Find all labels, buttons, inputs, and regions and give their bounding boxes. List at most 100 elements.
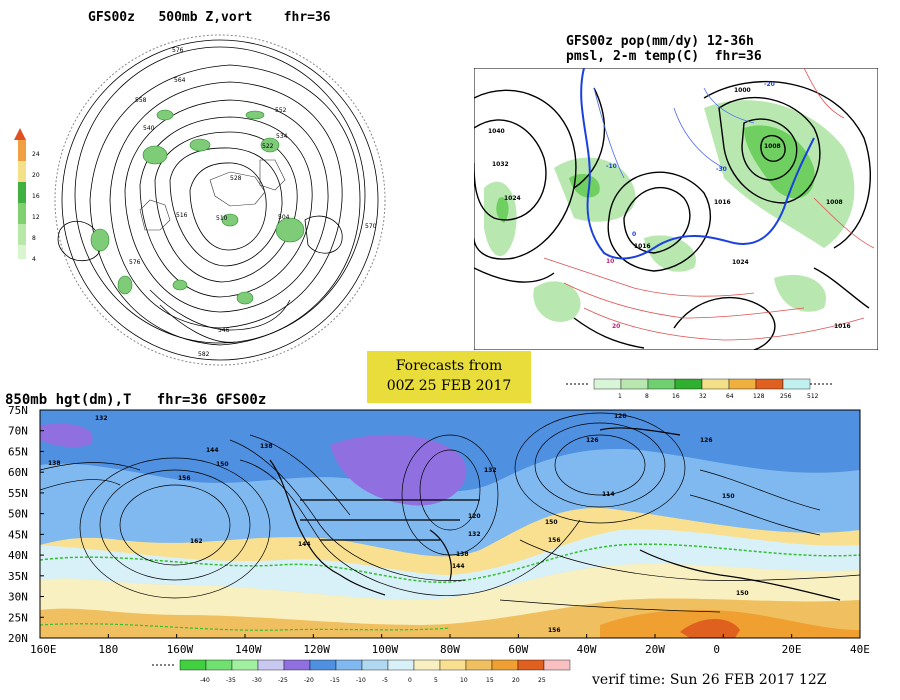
- hgt-scale-tick: -35: [226, 677, 236, 684]
- vort-contour-label: 582: [198, 351, 210, 358]
- hgt-contour-label: 126: [586, 437, 599, 444]
- pop-panel-title-line2: pmsl, 2-m temp(C) fhr=36: [566, 49, 762, 64]
- pop-temp-label: -20: [764, 81, 775, 88]
- hgt-scale-cell: [413, 659, 441, 671]
- hgt-temp-map: 75N 70N 65N 60N 55N 50N 45N 40N 35N 30N 25N 20N 160…: [8, 404, 870, 656]
- hgt-lat-label: 50N: [8, 508, 28, 521]
- pop-panel-title-line1: GFS00z pop(mm/dy) 12-36h: [566, 34, 754, 49]
- hgt-lat-label: 30N: [8, 591, 28, 604]
- vort-contour-label: 570: [365, 223, 377, 230]
- hgt-scale-tick: -15: [330, 677, 340, 684]
- vort-contour-label: 534: [276, 133, 288, 140]
- hgt-scale-cell: [179, 659, 207, 671]
- vort-contour-label: 564: [174, 77, 186, 84]
- vort-contour-label: 552: [275, 107, 287, 114]
- hgt-contour-label: 138: [48, 460, 61, 467]
- hgt-contour-label: 156: [548, 627, 561, 634]
- vort-scale-tick: 24: [32, 151, 40, 158]
- hgt-lat-label: 40N: [8, 549, 28, 562]
- pop-temp-label: 20: [612, 323, 620, 330]
- hgt-scale-cell: [205, 659, 233, 671]
- hgt-scale-cell: [361, 659, 389, 671]
- pop-scale-cell: [620, 378, 649, 390]
- forecast-line1: Forecasts from: [395, 358, 503, 374]
- hgt-lon-label: 60W: [508, 643, 528, 656]
- vort-polar-map: 576 564 558 552 540 534 528 522 516 510 …: [54, 34, 386, 366]
- hgt-lat-label: 25N: [8, 611, 28, 624]
- pop-temp-label: -10: [606, 163, 617, 170]
- pop-temp-label: 0: [632, 231, 636, 238]
- vort-contour-label: 546: [218, 327, 230, 334]
- hgt-lat-label: 70N: [8, 425, 28, 438]
- hgt-contour-label: 138: [456, 551, 469, 558]
- hgt-contour-label: 150: [216, 461, 229, 468]
- hgt-lat-label: 55N: [8, 487, 28, 500]
- vort-contour-label: 528: [230, 175, 242, 182]
- pop-scale-tick: 256: [780, 393, 792, 400]
- pop-isobar-label: 1016: [714, 199, 731, 206]
- hgt-contour-label: 132: [95, 415, 108, 422]
- hgt-scale-cell: [517, 659, 545, 671]
- pop-scale-cell: [701, 378, 730, 390]
- hgt-scale-tick: 5: [434, 677, 438, 684]
- hgt-contour-label: 156: [548, 537, 561, 544]
- hgt-lon-label: 20W: [645, 643, 665, 656]
- hgt-lat-label: 75N: [8, 404, 28, 417]
- pop-scale-cell: [593, 378, 622, 390]
- pop-scale-cell: [782, 378, 811, 390]
- hgt-lon-label: 40E: [850, 643, 870, 656]
- hgt-lat-label: 60N: [8, 466, 28, 479]
- hgt-contour-label: 114: [602, 491, 615, 498]
- hgt-contour-label: 150: [545, 519, 558, 526]
- vort-contour-label: 510: [216, 215, 228, 222]
- hgt-contour-label: 150: [736, 590, 749, 597]
- hgt-lon-label: 40W: [577, 643, 597, 656]
- hgt-scale-tick: 0: [408, 677, 412, 684]
- vort-contour-label: 522: [262, 143, 274, 150]
- hgt-scale-cell: [465, 659, 493, 671]
- pop-isobar-label: 1040: [488, 128, 505, 135]
- hgt-scale-tick: -10: [356, 677, 366, 684]
- pop-scale-cell: [647, 378, 676, 390]
- hgt-contour-label: 150: [722, 493, 735, 500]
- hgt-temp-color-scale: -40 -35 -30 -25 -20 -15 -10 -5 0 5 10 15 20 25: [152, 659, 571, 684]
- vort-contour-label: 540: [143, 125, 155, 132]
- hgt-lon-label: 160E: [30, 643, 57, 656]
- pop-scale-tick: 16: [672, 393, 680, 400]
- pop-isobar-label: 1000: [734, 87, 751, 94]
- pop-scale-tick: 128: [753, 393, 765, 400]
- pop-isobar-label: 1016: [834, 323, 851, 330]
- hgt-scale-tick: 15: [486, 677, 494, 684]
- pop-temp-label: -30: [716, 166, 727, 173]
- vort-scale-tick: 16: [32, 193, 40, 200]
- pop-temp-label: 10: [606, 258, 614, 265]
- vort-color-scale: 24 20 16 12 8 4: [14, 128, 40, 263]
- hgt-lat-label: 20N: [8, 632, 28, 645]
- vort-contour-label: 504: [278, 214, 290, 221]
- vort-contour-label: 576: [129, 259, 141, 266]
- pop-scale-cell: [755, 378, 784, 390]
- vort-panel-title: GFS00z 500mb Z,vort fhr=36: [88, 10, 331, 25]
- hgt-contour-label: 144: [206, 447, 219, 454]
- hgt-contour-label: 144: [298, 541, 311, 548]
- pop-isobar-label: 1032: [492, 161, 509, 168]
- pop-pmsl-temp-map: 1040 1032 1024 1016 1008 1000 1016 1024 …: [474, 68, 878, 350]
- pop-scale-cell: [674, 378, 703, 390]
- hgt-lon-label: 180: [98, 643, 118, 656]
- hgt-scale-cell: [543, 659, 571, 671]
- hgt-scale-tick: -20: [304, 677, 314, 684]
- hgt-lat-label: 35N: [8, 570, 28, 583]
- pop-isobar-label: 1024: [504, 195, 521, 202]
- vort-scale-tick: 4: [32, 256, 36, 263]
- hgt-scale-tick: -25: [278, 677, 288, 684]
- hgt-scale-tick: 25: [538, 677, 546, 684]
- hgt-scale-tick: -30: [252, 677, 262, 684]
- verif-time: verif time: Sun 26 FEB 2017 12Z: [592, 672, 827, 688]
- hgt-lon-label: 100W: [372, 643, 399, 656]
- hgt-lon-label: 140W: [235, 643, 262, 656]
- hgt-lon-label: 20E: [782, 643, 802, 656]
- pop-scale-cell: [728, 378, 757, 390]
- hgt-scale-tick: -40: [200, 677, 210, 684]
- pop-scale-tick: 1: [618, 393, 622, 400]
- hgt-contour-label: 120: [614, 413, 627, 420]
